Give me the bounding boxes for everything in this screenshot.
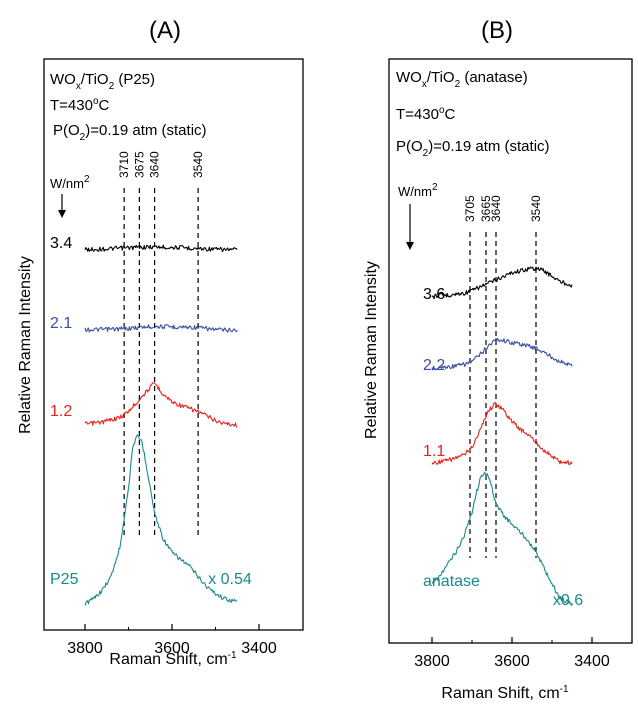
down-arrow-icon — [58, 194, 66, 218]
panel-b: (B) WOx/TiO2 (anatase) T=430oC P(O2)=0.1… — [363, 17, 633, 702]
x-axis-title-b: Raman Shift, cm-1 — [441, 684, 569, 702]
panel-a: (A) WOx/TiO2 (P25) T=430oC P(O2)=0.19 at… — [17, 17, 304, 668]
plot-frame-b — [388, 58, 633, 644]
y-axis-title-a: Relative Raman Intensity — [17, 256, 34, 434]
series-label: 1.1 — [423, 443, 445, 460]
pressure-label-b: P(O2)=0.19 atm (static) — [396, 138, 550, 159]
series-label: 3.6 — [423, 286, 445, 303]
scale-factor-label: x0.6 — [553, 592, 583, 609]
units-header-a: W/nm2 — [50, 174, 90, 191]
temperature-label-b: T=430oC — [396, 105, 456, 123]
units-header-b: W/nm2 — [398, 182, 438, 199]
catalyst-label-a: WOx/TiO2 (P25) — [50, 71, 155, 92]
x-axis-a: 3800 3600 3400 — [67, 624, 277, 657]
plot-frame-a — [43, 58, 304, 631]
x-tick-label: 3600 — [154, 640, 190, 657]
pressure-label-a: P(O2)=0.19 atm (static) — [53, 122, 207, 143]
x-axis-title-a: Raman Shift, cm-1 — [109, 650, 237, 668]
traces-b: 3.6 2.2 1.1 anatase x0.6 — [423, 266, 583, 609]
series-trace — [431, 266, 573, 299]
x-tick-label: 3800 — [414, 653, 450, 670]
series-trace — [84, 324, 238, 333]
series-label: 2.1 — [50, 315, 72, 332]
peak-marker-label: 3540 — [529, 195, 543, 222]
series-trace — [431, 471, 573, 606]
peak-marker-label: 3640 — [148, 151, 162, 178]
series-trace — [84, 382, 238, 428]
peak-marker-label: 3675 — [132, 151, 146, 178]
temperature-label-a: T=430oC — [50, 96, 110, 114]
series-label: 1.2 — [50, 403, 72, 420]
catalyst-label-b: WOx/TiO2 (anatase) — [396, 69, 528, 90]
x-tick-label: 3800 — [67, 640, 103, 657]
x-axis-b: 3800 3600 3400 — [414, 637, 610, 670]
series-trace — [431, 401, 573, 466]
down-arrow-icon — [406, 204, 414, 250]
series-label: anatase — [423, 573, 480, 590]
series-label: P25 — [50, 571, 79, 588]
series-label: 3.4 — [50, 235, 72, 252]
peak-marker-label: 3705 — [463, 195, 477, 222]
panel-label-a: (A) — [149, 17, 181, 44]
panel-label-b: (B) — [481, 17, 513, 44]
series-trace — [84, 434, 238, 606]
x-tick-label: 3400 — [574, 653, 610, 670]
peak-marker-label: 3665 — [479, 195, 493, 222]
series-label: 2.2 — [423, 357, 445, 374]
traces-a: 3.4 2.1 1.2 P25 x 0.54 — [50, 235, 252, 606]
y-axis-title-b: Relative Raman Intensity — [363, 261, 380, 439]
peak-markers-a: 3710 3675 3640 3540 — [117, 151, 205, 535]
peak-marker-label: 3540 — [191, 151, 205, 178]
series-trace — [431, 337, 573, 371]
peak-marker-label: 3710 — [117, 151, 131, 178]
x-tick-label: 3600 — [494, 653, 530, 670]
series-trace — [84, 244, 238, 253]
scale-factor-label: x 0.54 — [208, 571, 252, 588]
x-tick-label: 3400 — [241, 640, 277, 657]
peak-marker-label: 3640 — [489, 195, 503, 222]
